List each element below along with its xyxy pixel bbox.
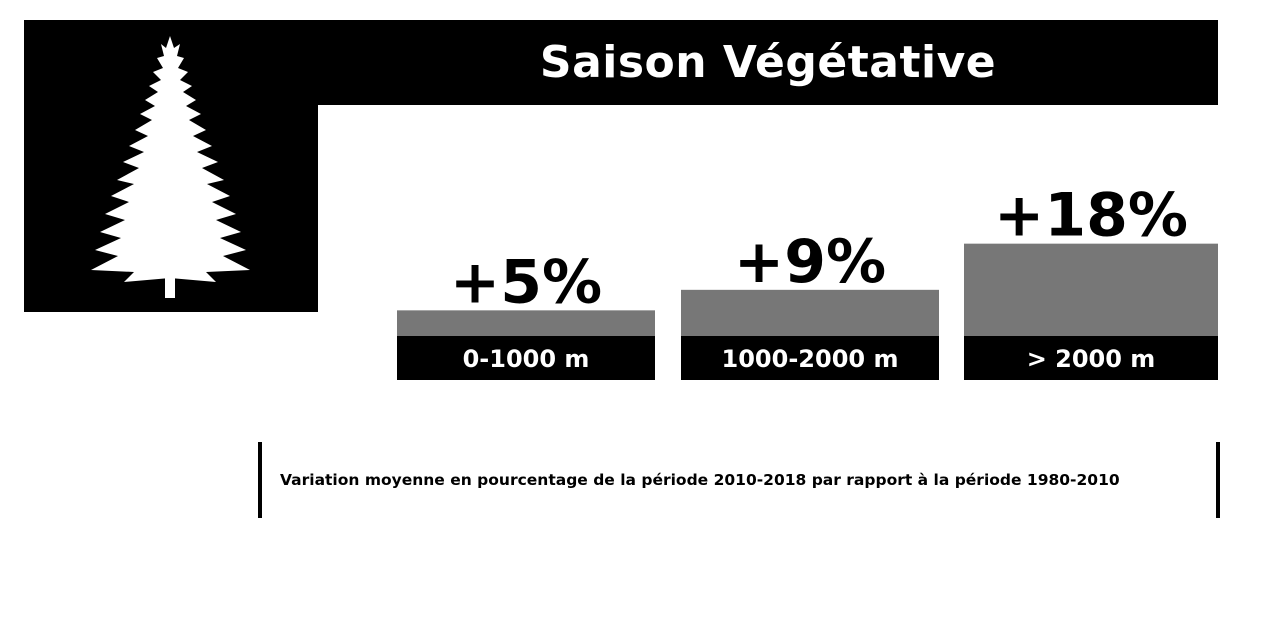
category-label: 1000-2000 m [722, 345, 899, 373]
data-label: +9% [734, 227, 886, 297]
caption-right-rule [1216, 442, 1220, 518]
bar [964, 243, 1218, 336]
category-label: 0-1000 m [463, 345, 590, 373]
bar [681, 289, 939, 336]
fir-tree-icon [91, 36, 250, 298]
category-band [397, 336, 655, 380]
category-label: > 2000 m [1027, 345, 1156, 373]
data-label: +5% [450, 247, 602, 317]
category-band [681, 336, 939, 380]
page-title: Saison Végétative [539, 37, 997, 88]
category-band [964, 336, 1218, 380]
data-label: +18% [994, 181, 1188, 251]
bar [397, 310, 655, 336]
caption-left-rule [258, 442, 262, 518]
header-banner [24, 20, 1218, 105]
caption-text: Variation moyenne en pourcentage de la p… [280, 471, 1120, 489]
caption-box: Variation moyenne en pourcentage de la p… [258, 442, 1220, 518]
